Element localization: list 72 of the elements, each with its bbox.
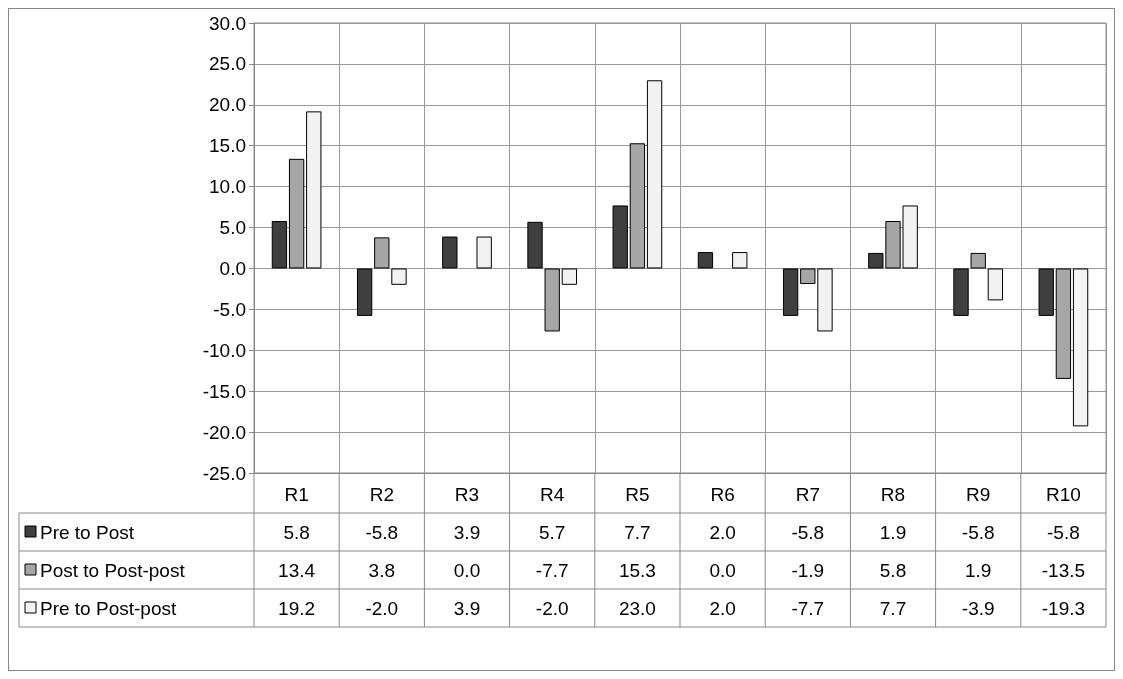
- x-tick-label: R6: [710, 484, 735, 505]
- data-label: -7.7: [535, 559, 569, 581]
- data-label: -5.8: [1047, 521, 1080, 543]
- data-label: 23.0: [618, 597, 656, 619]
- bar: [987, 268, 1004, 301]
- data-label: -3.9: [961, 597, 995, 619]
- data-label: 7.7: [879, 597, 907, 619]
- data-label: -5.8: [365, 521, 399, 543]
- x-tick-label: R7: [795, 484, 820, 505]
- data-label: 15.3: [618, 559, 656, 581]
- data-label: 0.0: [709, 559, 736, 581]
- x-tick-label: R2: [369, 484, 394, 505]
- bar: [732, 252, 748, 269]
- y-tick-label: -10.0: [202, 339, 246, 361]
- data-label: 3.9: [453, 597, 481, 619]
- bar: [1072, 268, 1089, 427]
- x-tick-label: R5: [625, 484, 650, 505]
- bar: [476, 236, 492, 269]
- data-label: 5.8: [283, 521, 310, 543]
- data-label: 5.8: [879, 559, 907, 581]
- x-tick-label: R9: [966, 484, 991, 505]
- y-tick-label: 0.0: [219, 257, 246, 279]
- data-label: 2.0: [709, 521, 736, 543]
- data-label: 13.4: [278, 559, 316, 581]
- bar: [612, 205, 628, 269]
- x-tick-label: R3: [454, 484, 480, 505]
- data-label: -5.8: [961, 521, 995, 543]
- data-label: -19.3: [1041, 597, 1086, 619]
- legend-label: Pre to Post-post: [40, 597, 177, 619]
- legend-label: Post to Post-post: [40, 559, 186, 581]
- x-tick-label: R1: [284, 484, 309, 505]
- legend-label: Pre to Post: [40, 521, 135, 543]
- y-tick-label: 30.0: [209, 12, 246, 34]
- data-label: 2.0: [709, 597, 736, 619]
- x-tick-label: R8: [880, 484, 906, 505]
- bar: [1055, 268, 1072, 379]
- bar: [782, 268, 799, 316]
- y-tick-label: 25.0: [209, 53, 246, 75]
- data-label: -1.9: [791, 559, 825, 581]
- bar: [646, 80, 663, 269]
- bar: [442, 236, 458, 269]
- y-tick-label: -25.0: [202, 462, 246, 484]
- data-label: 7.7: [624, 521, 651, 543]
- bar: [356, 268, 373, 316]
- x-tick-label: R10: [1045, 484, 1081, 505]
- data-label: 3.9: [453, 521, 481, 543]
- data-label: -2.0: [365, 597, 399, 619]
- bar: [306, 111, 322, 269]
- bar: [561, 268, 578, 285]
- bar: [629, 143, 646, 269]
- data-label: 3.8: [368, 559, 396, 581]
- y-tick-label: 20.0: [209, 94, 246, 116]
- data-label: 5.7: [538, 521, 566, 543]
- bar: [271, 221, 288, 269]
- data-label: -13.5: [1041, 559, 1086, 581]
- x-tick-label: R4: [540, 484, 565, 505]
- bar: [1038, 268, 1054, 316]
- y-tick-label: 5.0: [219, 217, 246, 239]
- data-label: -2.0: [535, 597, 569, 619]
- data-label: -7.7: [791, 597, 825, 619]
- y-tick-label: -5.0: [213, 298, 246, 320]
- data-label: 19.2: [278, 597, 316, 619]
- data-label: 1.9: [879, 521, 907, 543]
- data-label: 1.9: [964, 559, 992, 581]
- y-tick-label: -15.0: [202, 380, 246, 402]
- bar: [288, 158, 305, 269]
- y-tick-label: -20.0: [202, 421, 246, 443]
- data-label: 0.0: [453, 559, 481, 581]
- data-label: -5.8: [791, 521, 825, 543]
- bar: [697, 252, 714, 269]
- y-tick-label: 10.0: [209, 176, 246, 198]
- y-tick-label: 15.0: [209, 135, 246, 157]
